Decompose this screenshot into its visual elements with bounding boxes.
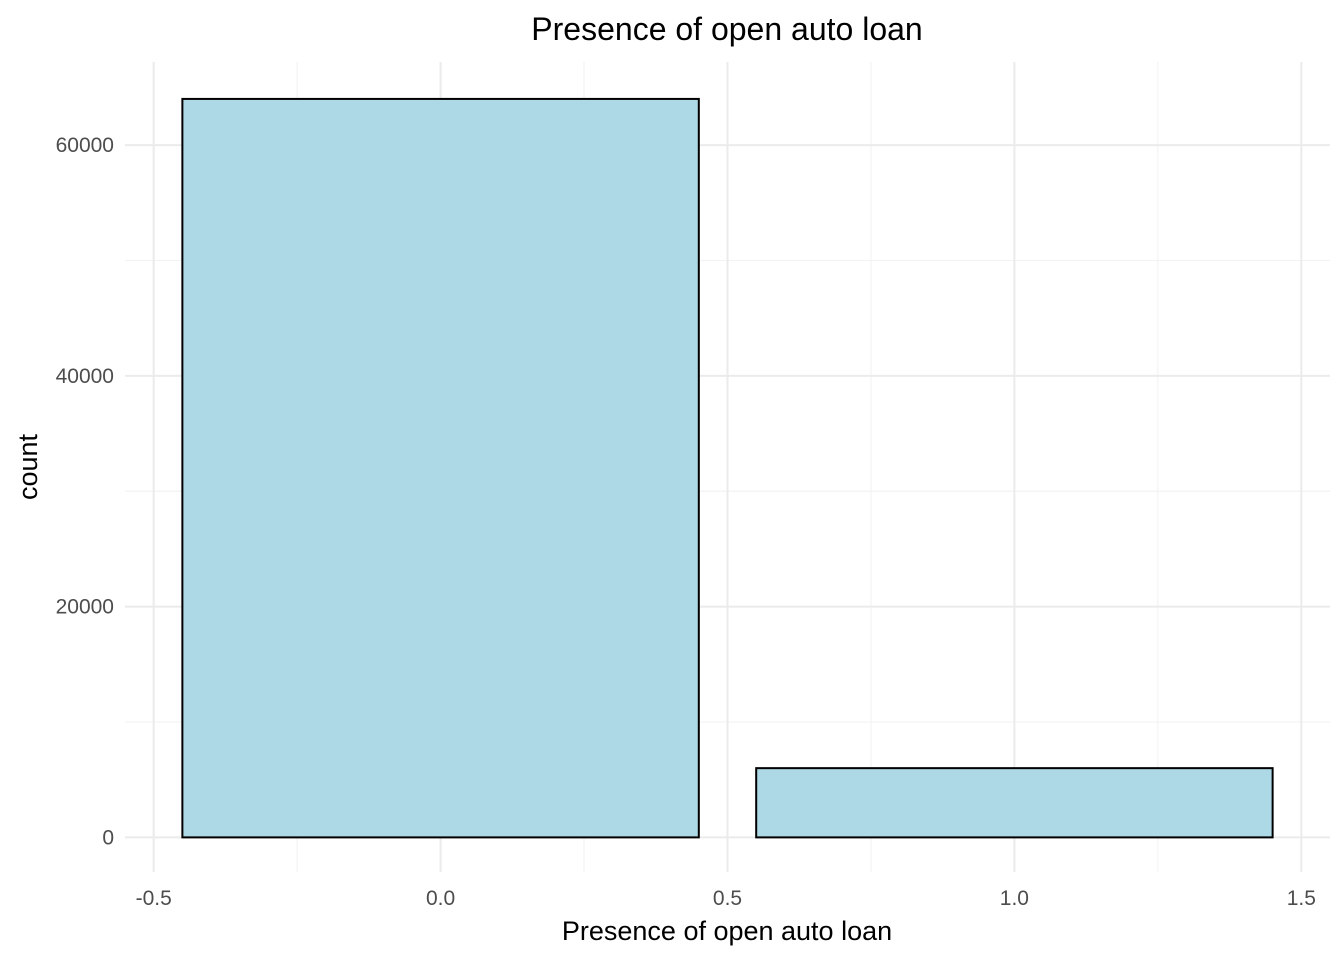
x-tick-label: -0.5 [136,887,172,910]
x-tick-label: 1.0 [1000,887,1029,910]
x-tick-label: 1.5 [1287,887,1316,910]
y-tick-label: 60000 [56,134,114,157]
bar-1 [755,767,1274,839]
y-axis-tick-labels: 0 20000 40000 60000 [56,134,114,849]
y-tick-label: 20000 [56,596,114,619]
bar-0 [181,97,700,839]
chart-title: Presence of open auto loan [531,11,922,47]
y-tick-label: 40000 [56,365,114,388]
y-axis-title: count [13,433,43,500]
x-tick-label: 0.0 [426,887,455,910]
x-axis-tick-labels: -0.5 0.0 0.5 1.0 1.5 [136,887,1316,910]
y-tick-label: 0 [102,826,114,849]
x-axis-title: Presence of open auto loan [562,916,892,946]
bars [181,97,1274,839]
x-tick-label: 0.5 [713,887,742,910]
